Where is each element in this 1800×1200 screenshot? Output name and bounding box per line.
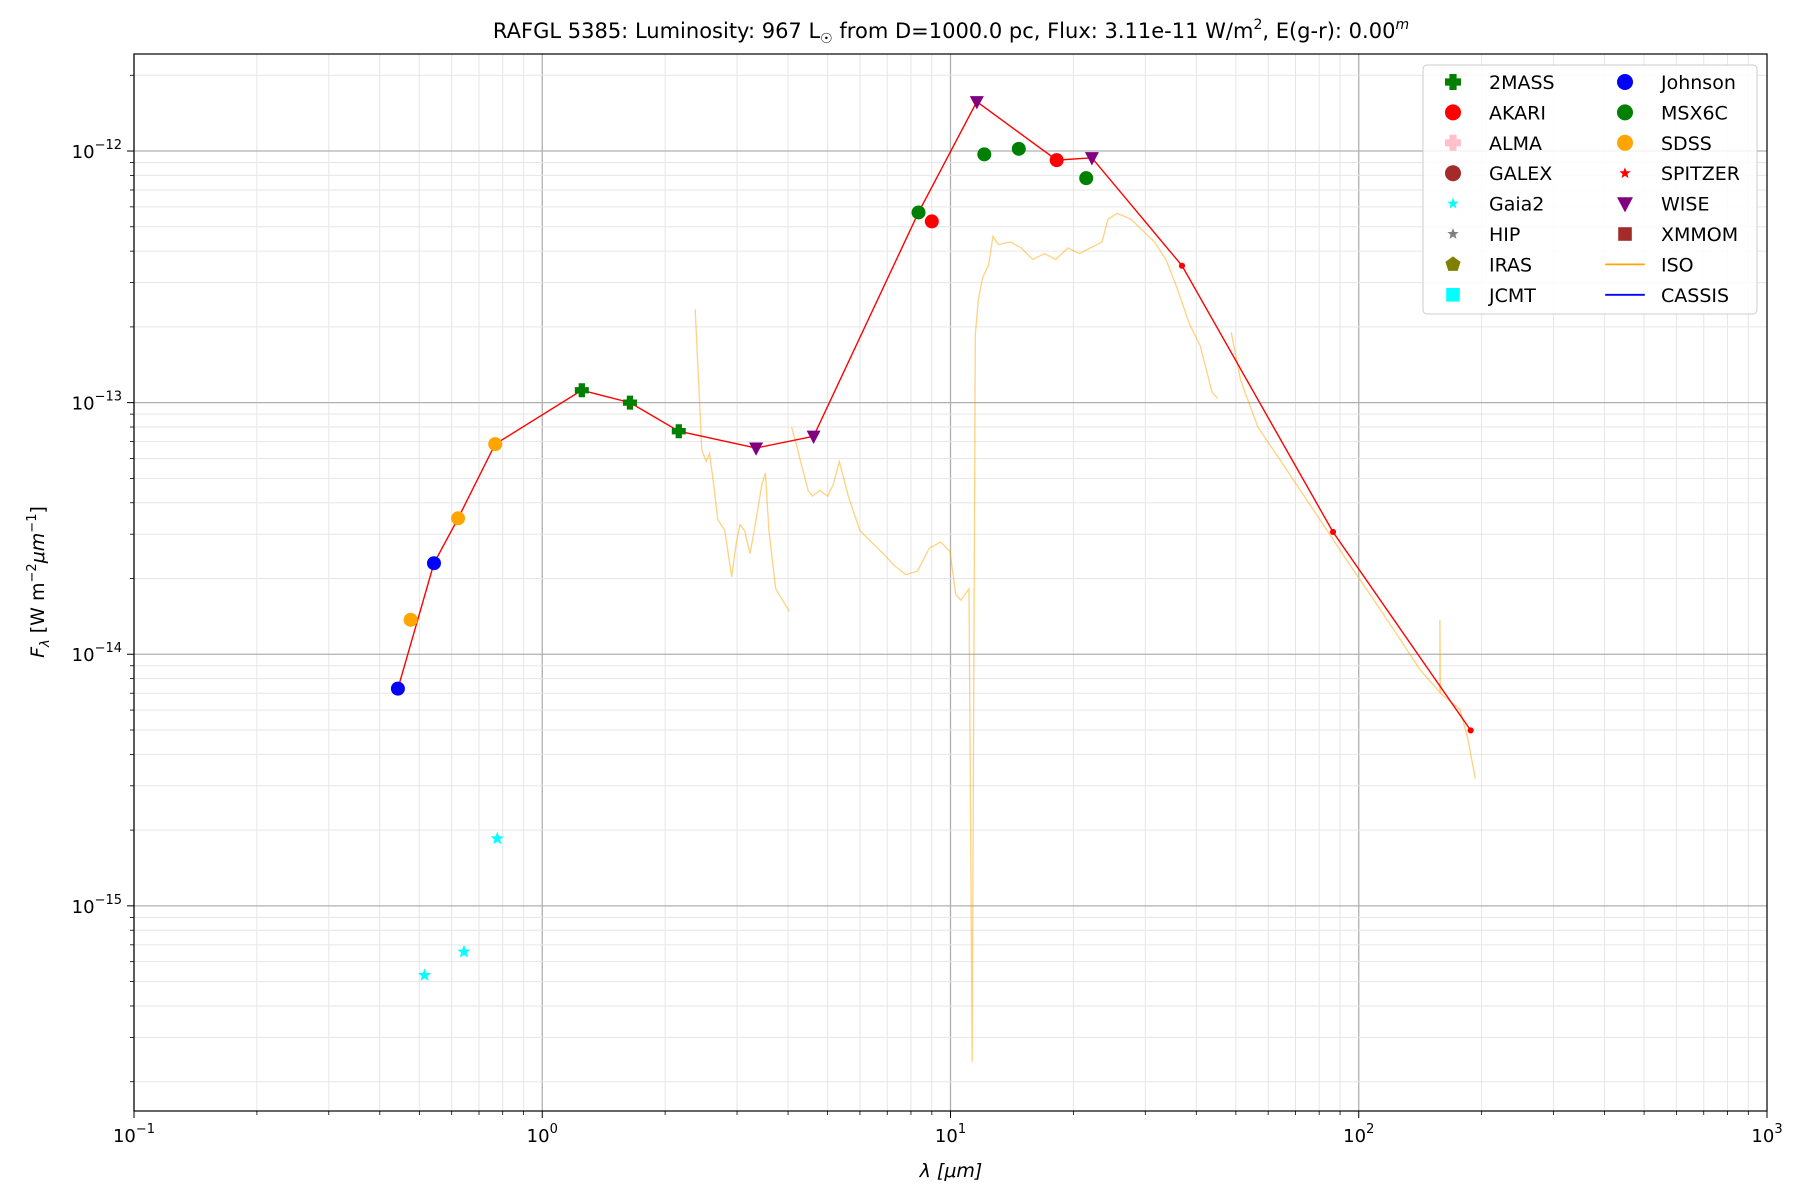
circle-legend-icon [1617, 134, 1633, 151]
point-msx6c [911, 205, 926, 220]
star-legend-icon [1619, 167, 1631, 179]
point-gaia2 [490, 831, 504, 845]
square-legend-icon [1446, 288, 1460, 302]
point-gaia2 [457, 944, 471, 958]
legend-item-gaia2: Gaia2 [1447, 194, 1544, 216]
y-axis-label: Fλ [W m−2μm−1] [25, 506, 53, 658]
square-legend-icon [1618, 227, 1632, 241]
legend-label: Gaia2 [1489, 194, 1544, 216]
legend-item-sdss: SDSS [1617, 133, 1712, 155]
legend-label: ISO [1661, 254, 1694, 276]
pentagon-legend-icon [1445, 256, 1461, 271]
legend-label: Johnson [1660, 72, 1736, 94]
point-msx6c [1011, 141, 1026, 156]
legend-item-xmmom: XMMOM [1618, 224, 1738, 246]
legend-label: HIP [1489, 224, 1520, 246]
point-wise [806, 430, 821, 444]
legend-label: ALMA [1489, 133, 1542, 155]
legend-item-iso: ISO [1605, 254, 1694, 276]
photometry-points [390, 96, 1474, 981]
legend-item-hip: HIP [1447, 224, 1520, 246]
point-2mass [622, 395, 637, 410]
y-tick-label: 10−12 [72, 138, 122, 163]
legend-label: WISE [1661, 194, 1709, 216]
legend-label: GALEX [1489, 163, 1552, 185]
point-spitzer [1178, 262, 1185, 269]
legend-label: IRAS [1489, 254, 1532, 276]
legend-item-jcmt: JCMT [1446, 285, 1536, 307]
y-tick-label: 10−13 [72, 390, 122, 415]
circle-legend-icon [1445, 165, 1461, 182]
circle-legend-icon [1445, 104, 1461, 121]
legend-item-iras: IRAS [1445, 254, 1532, 276]
point-wise [1084, 152, 1099, 166]
point-spitzer [1330, 529, 1337, 536]
legend-item-alma: ALMA [1445, 133, 1542, 155]
point-akari [1049, 153, 1064, 168]
legend-label: MSX6C [1661, 102, 1728, 124]
point-johnson [426, 556, 441, 571]
point-johnson [390, 681, 405, 696]
legend-item-msx6c: MSX6C [1617, 102, 1728, 124]
point-2mass [671, 424, 686, 439]
legend-label: SDSS [1661, 133, 1712, 155]
x-tick-label: 10−1 [113, 1122, 155, 1147]
legend-item-johnson: Johnson [1617, 72, 1736, 94]
legend: 2MASS AKARI ALMA GALEX Gaia2 HIP IRAS JCMT Johns… [1422, 64, 1758, 315]
point-msx6c [977, 147, 992, 162]
point-2mass [574, 383, 589, 398]
legend-label: 2MASS [1489, 72, 1555, 94]
point-sdss [403, 612, 418, 627]
star-legend-icon [1447, 197, 1459, 209]
point-gaia2 [417, 968, 432, 981]
legend-item-2mass: 2MASS [1445, 72, 1555, 94]
spectrum-iso-segment [790, 212, 1219, 1062]
legend-label: XMMOM [1661, 224, 1738, 246]
legend-box [1422, 64, 1758, 315]
sed-polyline [397, 100, 1472, 731]
star-legend-icon [1447, 228, 1459, 239]
chart-title: RAFGL 5385: Luminosity: 967 L☉ from D=10… [493, 17, 1409, 47]
y-tick-label: 10−14 [72, 641, 122, 666]
x-tick-label: 102 [1343, 1122, 1374, 1147]
legend-label: JCMT [1488, 285, 1536, 307]
legend-item-spitzer: SPITZER [1619, 163, 1740, 185]
x-tick-label: 103 [1751, 1122, 1782, 1147]
plus-legend-icon [1445, 74, 1461, 90]
point-sdss [488, 437, 503, 452]
y-tick-label: 10−15 [72, 893, 122, 918]
legend-item-wise: WISE [1617, 194, 1709, 216]
plus-legend-icon [1445, 134, 1461, 151]
legend-item-akari: AKARI [1445, 102, 1546, 124]
axis-ticks: 10−1 100 101 102 103 10−15 10−14 10−13 10−12 [72, 74, 1783, 1147]
point-sdss [451, 511, 466, 526]
circle-legend-icon [1617, 104, 1633, 121]
point-akari [924, 214, 939, 229]
x-tick-label: 101 [935, 1122, 966, 1147]
point-spitzer [1467, 727, 1474, 734]
point-wise [969, 96, 984, 110]
legend-item-galex: GALEX [1445, 163, 1552, 185]
legend-label: CASSIS [1661, 285, 1729, 307]
x-axis-label: λ [μm] [919, 1160, 983, 1182]
point-wise [749, 442, 764, 456]
point-msx6c [1079, 171, 1094, 186]
spectrum-iso-segment [694, 309, 790, 612]
legend-label: AKARI [1489, 102, 1546, 124]
legend-item-cassis: CASSIS [1605, 285, 1729, 307]
legend-label: SPITZER [1661, 163, 1740, 185]
triangle-down-legend-icon [1617, 197, 1633, 213]
x-tick-label: 100 [527, 1122, 558, 1147]
circle-legend-icon [1617, 74, 1633, 90]
